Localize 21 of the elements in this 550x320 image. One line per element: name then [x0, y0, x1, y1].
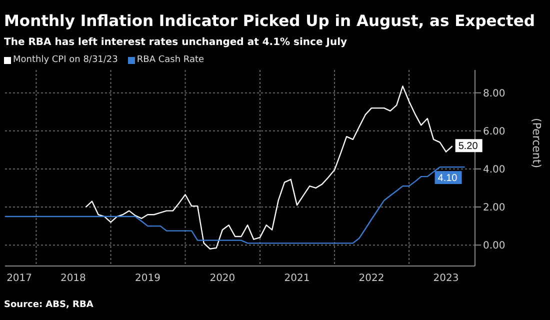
x-tick-label: 2021 — [284, 273, 310, 284]
line-series — [5, 166, 466, 244]
chart-subtitle: The RBA has left interest rates unchanged at 4.1% since July — [4, 37, 348, 48]
x-tick-label: 2023 — [433, 273, 459, 284]
legend-label: RBA Cash Rate — [136, 55, 204, 65]
x-tick-label: 2018 — [60, 273, 86, 284]
chart-title: Monthly Inflation Indicator Picked Up in August, as Expected — [4, 12, 536, 30]
x-tick-label: 2019 — [134, 273, 160, 284]
x-tick-label: 2022 — [358, 273, 384, 284]
x-tick-label: 2020 — [210, 273, 236, 284]
y-tick-label: 2.00 — [483, 202, 506, 214]
y-tick-label: 8.00 — [483, 88, 506, 100]
x-tick-label: 2017 — [6, 273, 32, 284]
y-tick-label: 0.00 — [483, 240, 506, 252]
data-label: 4.10 — [438, 173, 458, 184]
y-tick-label: 4.00 — [483, 164, 506, 176]
data-label: 5.20 — [458, 141, 478, 152]
y-axis-title: (Percent) — [530, 118, 544, 168]
source-note: Source: ABS, RBA — [4, 300, 94, 310]
y-tick-label: 6.00 — [483, 126, 506, 138]
legend-label: Monthly CPI on 8/31/23 — [12, 55, 118, 65]
